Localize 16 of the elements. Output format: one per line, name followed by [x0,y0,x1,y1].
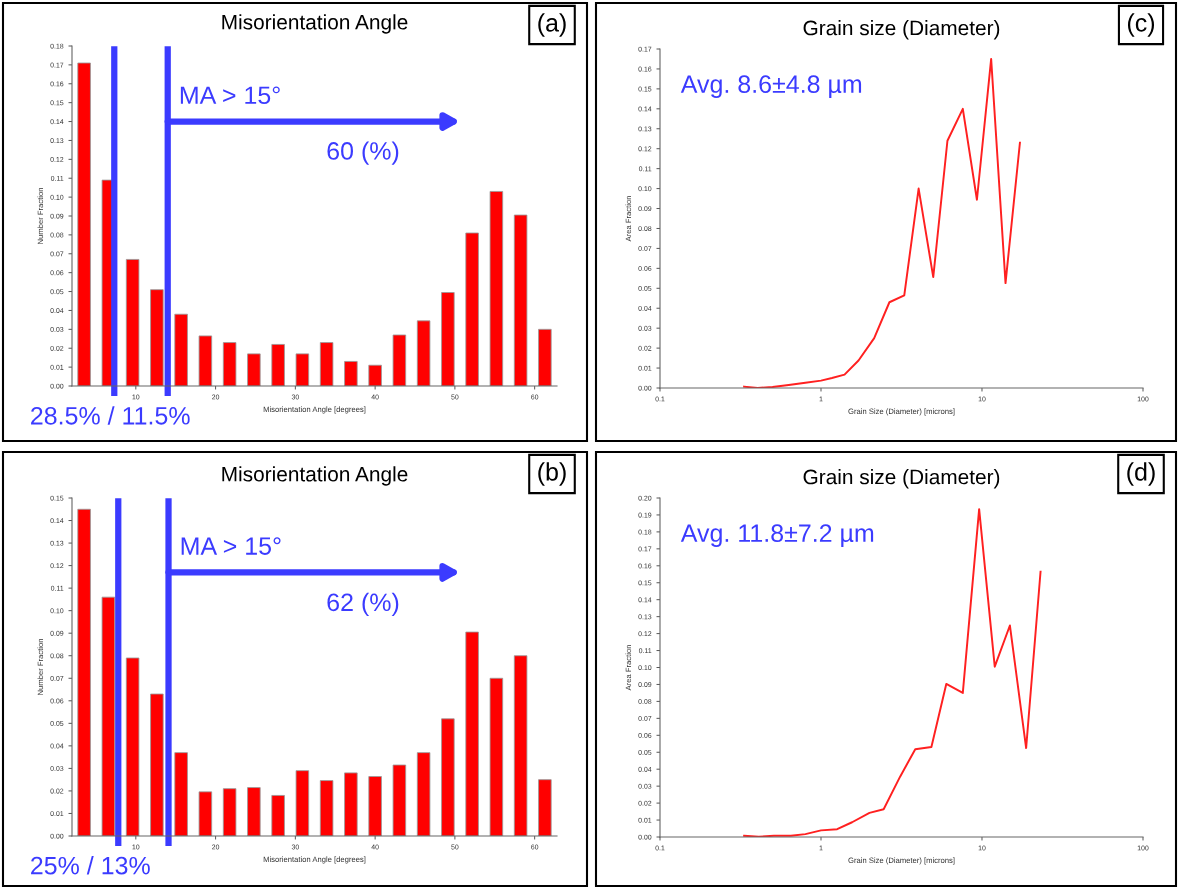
text: 25% / 13% [31,856,150,875]
annotation: MA > 15° [180,86,280,105]
annotation: 62 (%) [327,592,399,617]
annotation: 60 (%) [327,141,399,165]
text: (b) [538,462,566,486]
text: (a) [538,13,566,37]
chart-title: Misorientation Angle [222,466,408,486]
annotation: MA > 15° [181,537,281,555]
chart-title: Misorientation Angle [222,14,408,34]
text: 28.5% / 11.5% [31,406,190,425]
chart-title: Grain size (Diameter) [803,20,1000,40]
annotation: Avg. 8.6±4.8 µm [680,75,862,98]
chart-title: Grain size (Diameter) [803,469,1000,489]
text: (c) [1127,13,1155,37]
text: (d) [1127,462,1155,486]
annotation: Avg. 11.8±7.2 µm [680,524,874,547]
